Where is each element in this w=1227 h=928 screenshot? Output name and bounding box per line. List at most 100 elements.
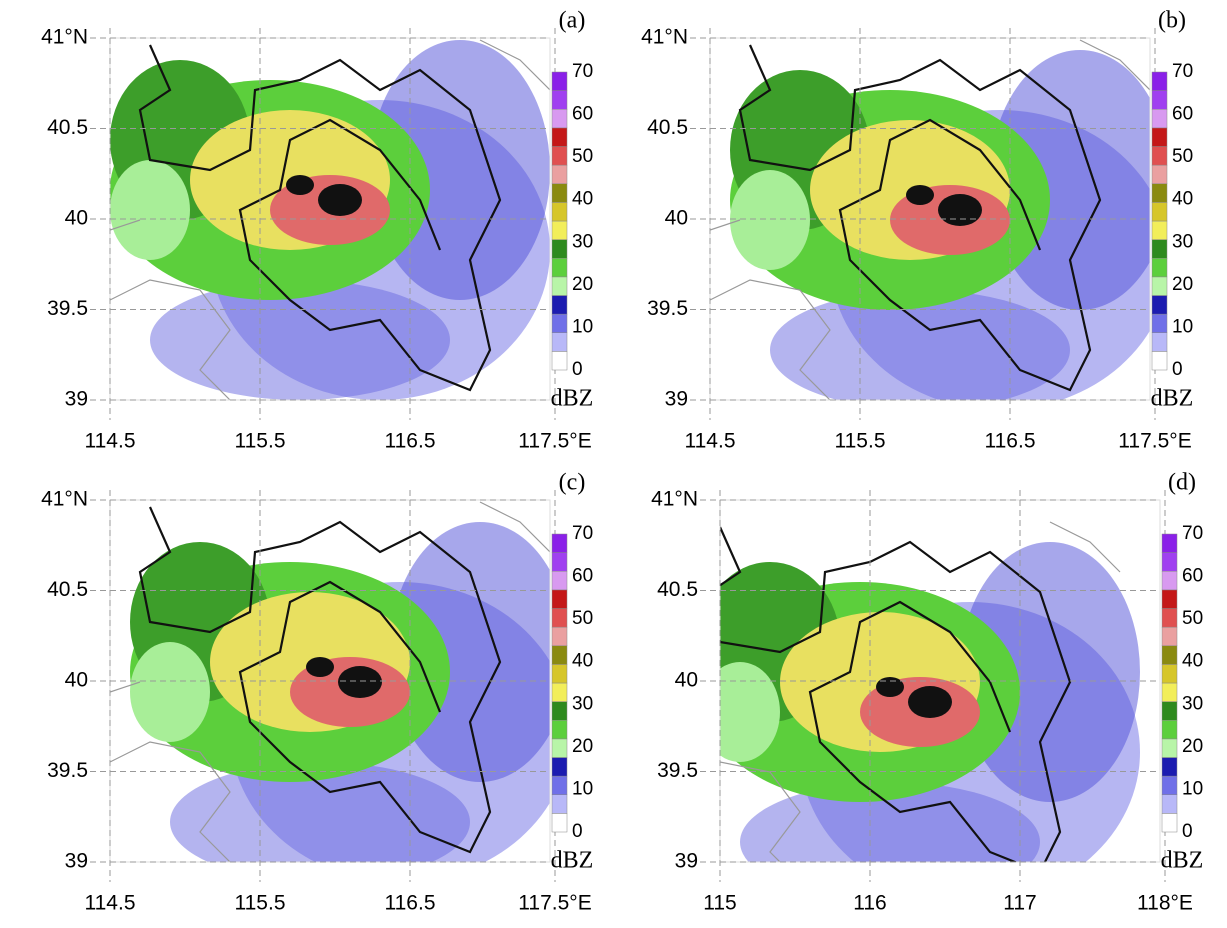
colorbar-tick-label: 0 [1182,821,1193,842]
lon-label: 115.5 [835,430,886,453]
colorbar-segment [551,626,568,646]
lat-label: 41°N [41,488,88,511]
colorbar-segment [1161,571,1178,591]
colorbar-segment [1161,738,1178,758]
colorbar-tick-label: 60 [572,566,593,587]
colorbar-tick-label: 20 [1182,736,1203,757]
lat-label: 39 [675,850,698,873]
colorbar-segment [1151,351,1168,371]
lat-label: 39.5 [647,297,688,320]
colorbar-segment [551,664,568,684]
colorbar-tick-label: 10 [572,316,593,337]
colorbar-unit: dBZ [1161,848,1204,874]
colorbar-tick-label: 70 [1172,61,1193,82]
colorbar-segment [551,701,568,721]
colorbar-segment [1151,239,1168,259]
lat-label: 41°N [641,26,688,49]
colorbar-segment [551,552,568,572]
lat-label: 41°N [651,488,698,511]
lat-label: 40.5 [47,578,88,601]
colorbar-segment [1161,813,1178,833]
colorbar-tick-label: 40 [572,651,593,672]
colorbar-segment [1161,794,1178,814]
colorbar-segment [551,239,568,259]
colorbar-segment [1161,533,1178,553]
colorbar-segment [1151,276,1168,296]
colorbar-segment [551,533,568,553]
colorbar-tick-label: 0 [572,359,583,380]
lon-label: 114.5 [685,430,736,453]
colorbar-tick-label: 40 [1172,189,1193,210]
colorbar-tick-label: 10 [572,778,593,799]
colorbar-tick-label: 40 [572,189,593,210]
colorbar-segment [551,220,568,240]
lat-label: 41°N [41,26,88,49]
lat-label: 39.5 [657,759,698,782]
colorbar-tick-label: 50 [1172,146,1193,167]
panel-label: (a) [559,8,586,34]
panel: 41°N 40.5 40 39.5 39 114.5 115.5 116.5 117.5°E (c… [41,470,593,915]
colorbar-segment [1151,71,1168,91]
colorbar-segment [551,332,568,352]
colorbar-segment [1161,720,1178,740]
colorbar-tick-label: 60 [1172,104,1193,125]
lon-label: 115.5 [235,430,286,453]
colorbar-segment [551,645,568,665]
lat-label: 40.5 [47,116,88,139]
colorbar-tick-label: 20 [1172,274,1193,295]
colorbar-segment [551,183,568,203]
colorbar-segment [551,757,568,777]
colorbar-tick-label: 40 [1182,651,1203,672]
panel-label: (d) [1168,470,1196,496]
lat-label: 40.5 [657,578,698,601]
colorbar-segment [551,738,568,758]
lat-label: 40 [65,207,88,230]
colorbar-tick-label: 30 [572,693,593,714]
colorbar-tick-label: 30 [1182,693,1203,714]
colorbar-tick-label: 70 [572,523,593,544]
colorbar-segment [551,720,568,740]
colorbar-segment [1151,90,1168,110]
lat-label: 39 [65,388,88,411]
lat-label: 40 [65,669,88,692]
colorbar-segment [1151,295,1168,315]
colorbar-segment [551,295,568,315]
colorbar-segment [551,608,568,628]
colorbar-unit: dBZ [1151,386,1194,412]
colorbar-tick-label: 10 [1172,316,1193,337]
lon-label: 114.5 [85,430,136,453]
panel: 41°N 40.5 40 39.5 39 114.5 115.5 116.5 117.5°E (b… [641,8,1193,453]
lon-label: 117.5°E [518,430,591,453]
colorbar-segment [1151,258,1168,278]
colorbar-tick-label: 50 [1182,608,1203,629]
colorbar-unit: dBZ [551,848,594,874]
colorbar-segment [1151,220,1168,240]
colorbar-segment [551,90,568,110]
colorbar-segment [1161,701,1178,721]
lon-label: 115.5 [235,892,286,915]
panel-label: (c) [559,470,586,496]
colorbar-segment [1151,202,1168,222]
colorbar-segment [1151,146,1168,166]
colorbar-segment [551,351,568,371]
colorbar-segment [1161,775,1178,795]
colorbar-segment [1161,682,1178,702]
lon-label: 115 [703,892,736,915]
colorbar-unit: dBZ [551,386,594,412]
colorbar-tick-label: 20 [572,736,593,757]
colorbar-tick-label: 50 [572,608,593,629]
lon-label: 117.5°E [1118,430,1191,453]
lon-label: 116 [853,892,886,915]
colorbar-segment [1161,552,1178,572]
colorbar-segment [551,276,568,296]
panel-label: (b) [1158,8,1186,34]
lat-label: 40.5 [647,116,688,139]
colorbar-segment [551,164,568,184]
lat-label: 40 [675,669,698,692]
colorbar-segment [1161,664,1178,684]
lat-label: 39.5 [47,759,88,782]
lon-label: 117.5°E [518,892,591,915]
colorbar-segment [551,313,568,333]
colorbar-segment [1161,757,1178,777]
colorbar-segment [551,109,568,129]
